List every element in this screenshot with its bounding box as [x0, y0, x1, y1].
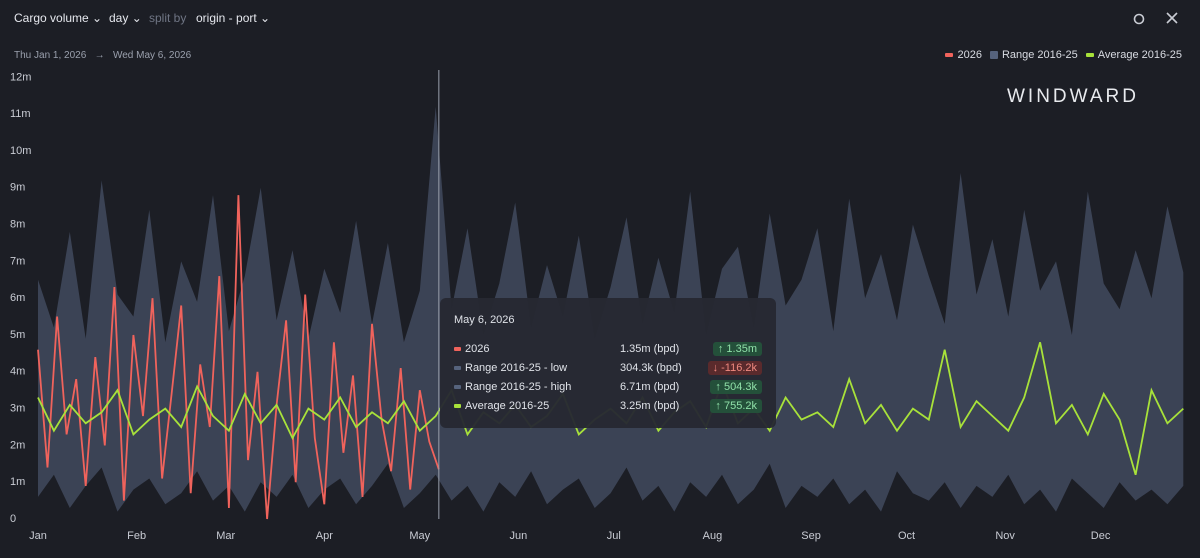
x-tick-label: May [409, 530, 430, 542]
metric-select[interactable]: Cargo volume ⌄ [14, 11, 103, 25]
tooltip-change: ↑ 504.3k [710, 380, 762, 394]
x-tick-label: Jul [607, 530, 621, 542]
split-select[interactable]: origin - port ⌄ [196, 11, 271, 25]
y-tick-label: 3m [10, 402, 25, 414]
close-icon[interactable] [1166, 12, 1178, 24]
tooltip-row: 2026 1.35m (bpd) ↑ 1.35m [454, 342, 762, 358]
tooltip-row: Range 2016-25 - low 304.3k (bpd) ↓ -116.2k [454, 361, 762, 377]
y-tick-label: 9m [10, 182, 25, 194]
split-label: split by [149, 11, 187, 25]
tooltip-row: Range 2016-25 - high 6.71m (bpd) ↑ 504.3k [454, 380, 762, 396]
y-tick-label: 0 [10, 513, 16, 525]
legend-swatch [989, 51, 998, 59]
legend-item: 2026 [945, 49, 982, 61]
brand-logo: WINDWARD [1007, 86, 1139, 107]
toolbar-icons [1133, 12, 1178, 25]
tooltip-swatch [454, 366, 461, 370]
y-tick-label: 4m [10, 366, 25, 378]
legend-swatch [1085, 53, 1094, 57]
x-tick-label: Apr [316, 530, 333, 542]
tooltip-change: ↑ 755.2k [710, 399, 762, 413]
y-tick-label: 2m [10, 439, 25, 451]
x-tick-label: Nov [995, 530, 1015, 542]
tooltip-change: ↑ 1.35m [712, 342, 762, 356]
legend-item: Range 2016-25 [989, 49, 1078, 61]
y-tick-label: 12m [10, 71, 31, 83]
y-tick-label: 1m [10, 476, 25, 488]
tooltip-value: 1.35m (bpd) [620, 343, 680, 355]
tooltip-name: Average 2016-25 [465, 400, 550, 412]
tooltip-row: Average 2016-25 3.25m (bpd) ↑ 755.2k [454, 399, 762, 415]
interval-select[interactable]: day ⌄ [109, 11, 142, 25]
y-tick-label: 6m [10, 292, 25, 304]
tooltip-value: 3.25m (bpd) [620, 400, 680, 412]
tooltip: May 6, 2026 2026 1.35m (bpd) ↑ 1.35m Range … [440, 298, 776, 428]
split: origin - port [196, 11, 257, 25]
legend-item: Average 2016-25 [1085, 49, 1182, 61]
x-tick-label: Oct [898, 530, 915, 542]
y-tick-label: 8m [10, 218, 25, 230]
x-tick-label: Sep [801, 530, 821, 542]
tooltip-swatch [454, 404, 461, 408]
x-tick-label: Aug [703, 530, 723, 542]
y-tick-label: 5m [10, 329, 25, 341]
y-tick-label: 7m [10, 255, 25, 267]
date-from: Thu Jan 1, 2026 [14, 50, 87, 61]
date-to: Wed May 6, 2026 [112, 50, 192, 61]
tooltip-change: ↓ -116.2k [707, 361, 762, 375]
legend-label: Average 2016-25 [1097, 49, 1182, 61]
settings-icon[interactable] [1133, 13, 1145, 25]
date-range: Thu Jan 1, 2026 → Wed May 6, 2026 [14, 50, 192, 61]
tooltip-name: Range 2016-25 - high [465, 381, 572, 393]
series-line [37, 195, 440, 520]
y-tick-label: 10m [10, 145, 31, 157]
legend-label: 2026 [957, 49, 982, 61]
x-tick-label: Feb [127, 530, 146, 542]
x-tick-label: Dec [1091, 530, 1111, 542]
x-tick-label: Jun [510, 530, 528, 542]
legend-swatch [945, 53, 954, 57]
tooltip-value: 6.71m (bpd) [620, 381, 680, 393]
tooltip-name: 2026 [465, 343, 490, 355]
y-tick-label: 11m [10, 108, 31, 120]
tooltip-value: 304.3k (bpd) [620, 362, 682, 374]
interval: day [109, 11, 129, 25]
x-tick-label: Jan [29, 530, 47, 542]
tooltip-date: May 6, 2026 [454, 314, 515, 326]
legend: 2026 Range 2016-25 Average 2016-25 [945, 49, 1182, 61]
legend-label: Range 2016-25 [1001, 49, 1078, 61]
tooltip-swatch [454, 385, 461, 389]
tooltip-swatch [454, 347, 461, 351]
x-tick-label: Mar [216, 530, 235, 542]
metric: Cargo volume [14, 11, 89, 25]
tooltip-name: Range 2016-25 - low [465, 362, 568, 374]
